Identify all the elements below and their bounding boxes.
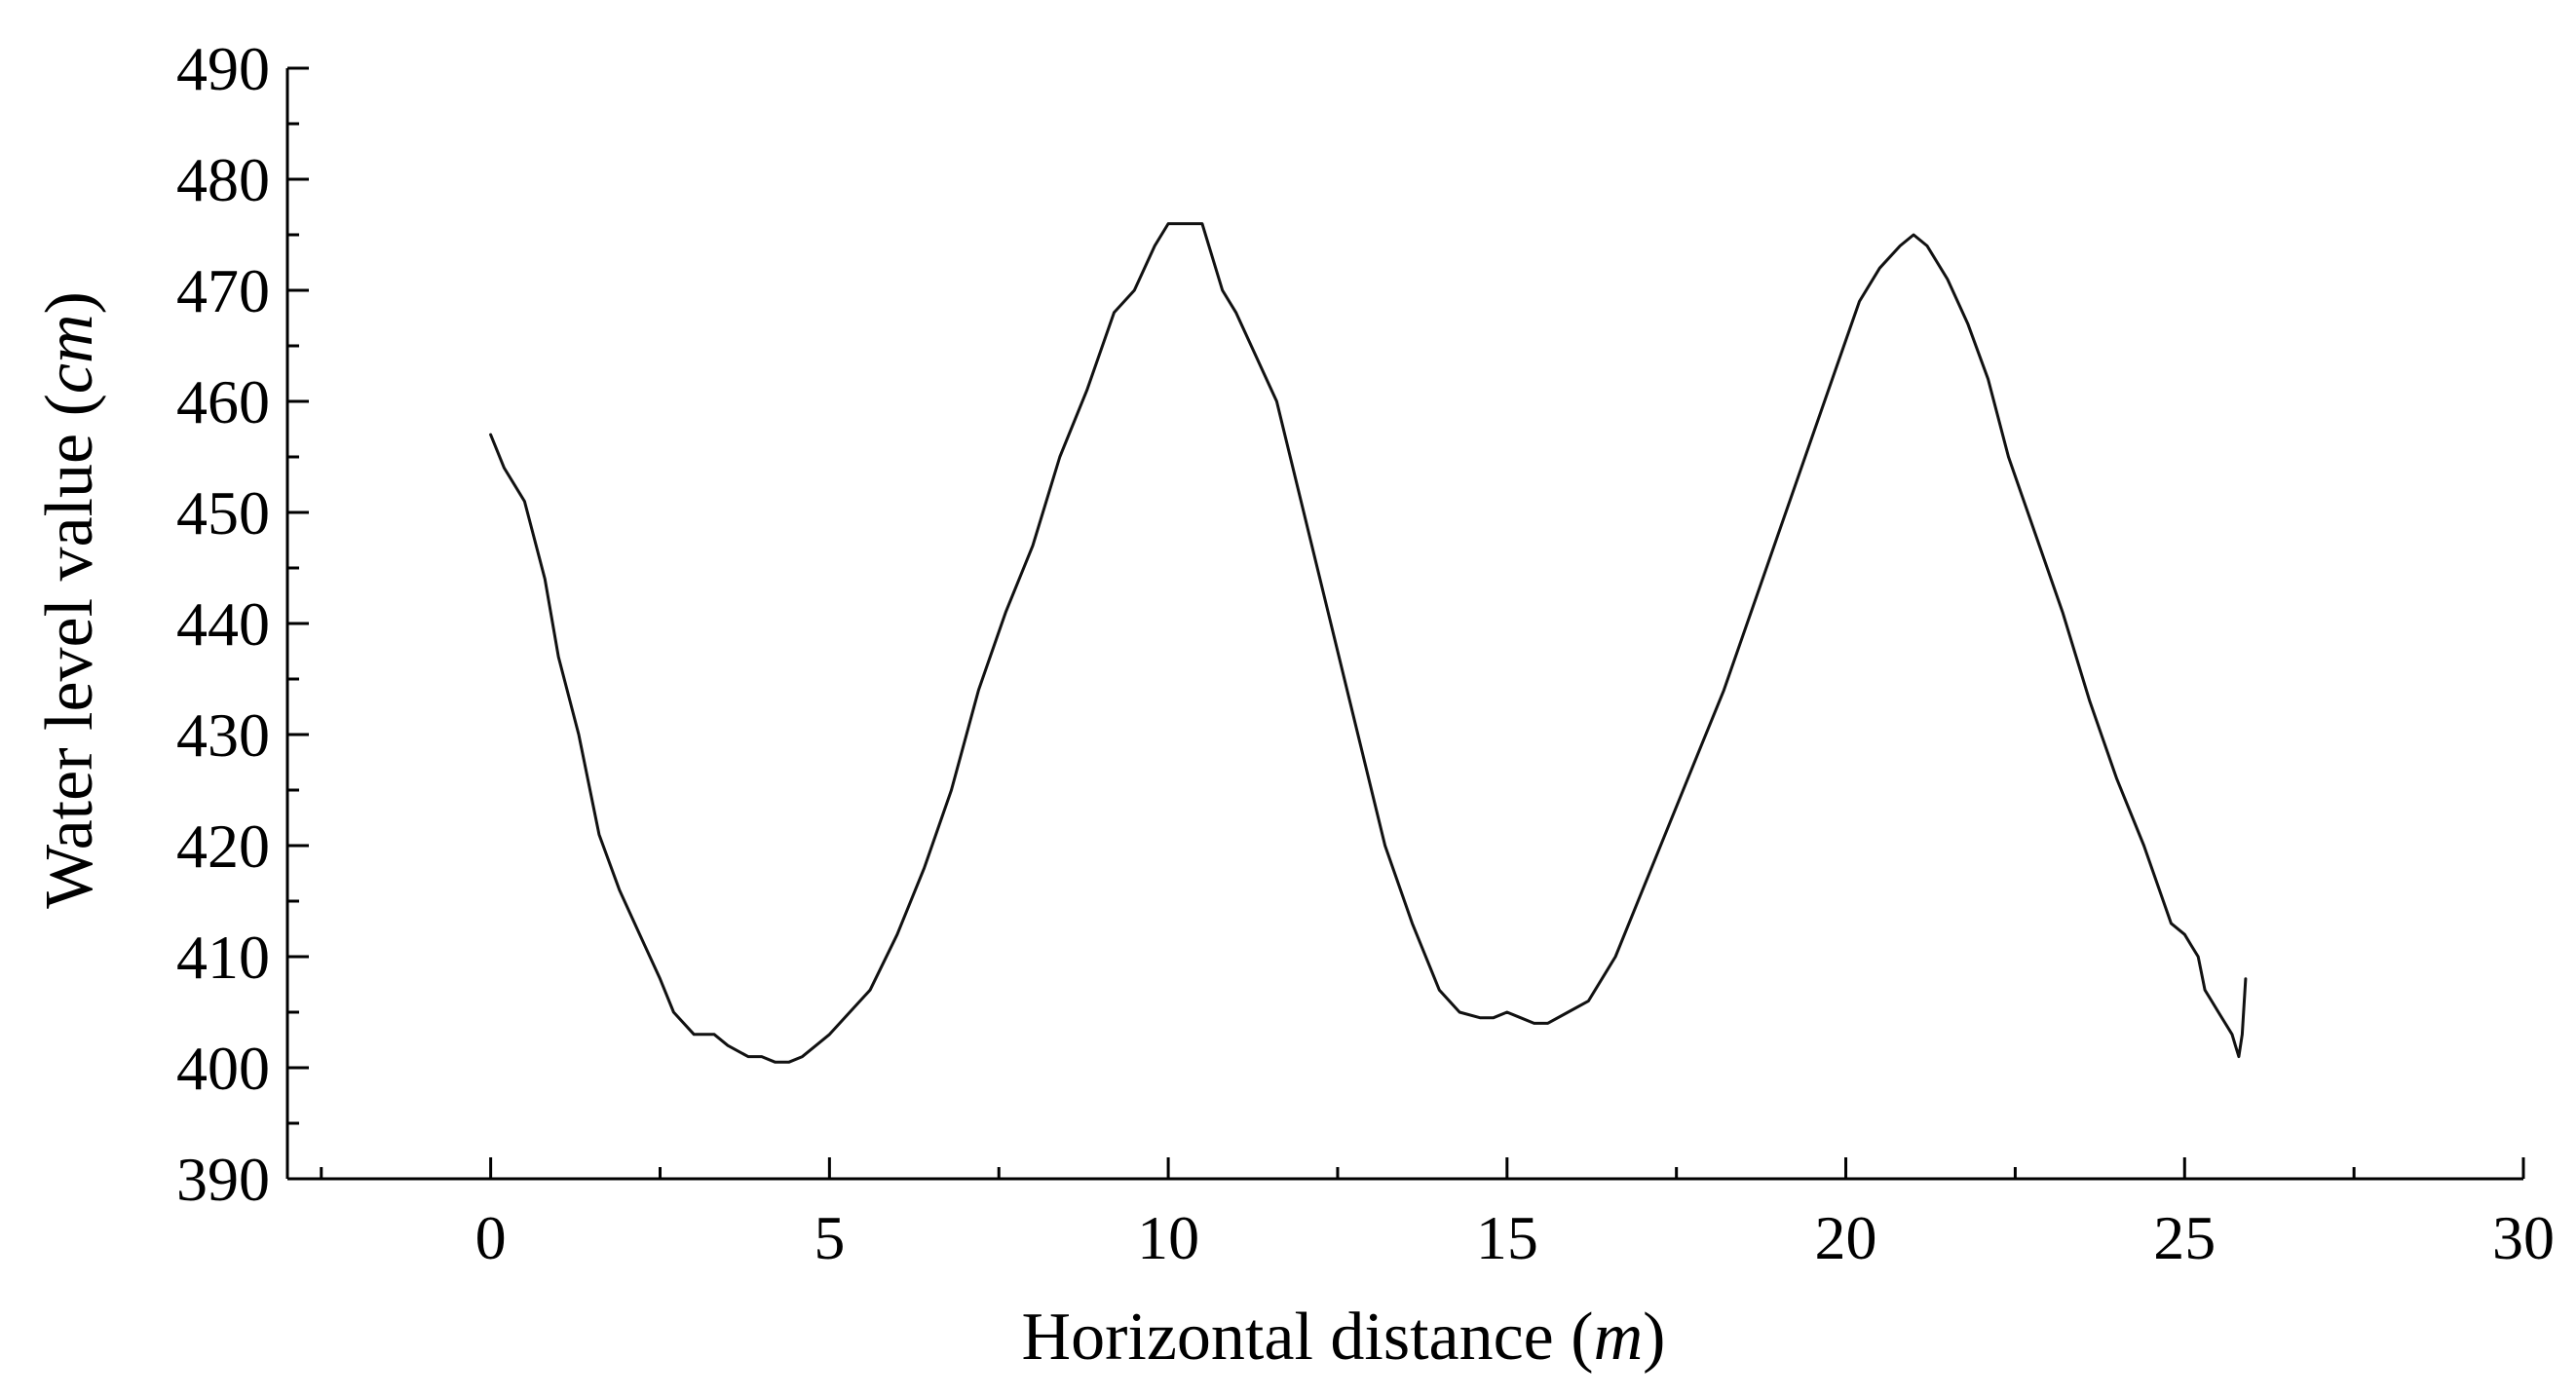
y-axis-title-unit: cm xyxy=(32,314,107,394)
plot-area xyxy=(489,222,2248,1064)
y-axis-title-suffix: ) xyxy=(32,291,107,314)
y-tick-label: 480 xyxy=(176,145,270,214)
x-axis-title-unit: m xyxy=(1594,1300,1644,1375)
y-tick-label: 450 xyxy=(176,478,270,547)
x-tick-label: 30 xyxy=(2492,1203,2555,1272)
y-tick-label: 420 xyxy=(176,812,270,881)
y-tick-label: 410 xyxy=(176,923,270,992)
y-tick-label: 430 xyxy=(176,700,270,770)
x-axis-title: Horizontal distance (m) xyxy=(1022,1300,1666,1375)
x-tick-label: 25 xyxy=(2153,1203,2216,1272)
axes xyxy=(285,68,2523,1181)
y-tick-label: 470 xyxy=(176,256,270,325)
y-axis-title: Water level value (cm) xyxy=(32,291,107,909)
x-tick-label: 20 xyxy=(1815,1203,1877,1272)
y-tick-label: 400 xyxy=(176,1034,270,1103)
x-tick-label: 0 xyxy=(475,1203,507,1272)
y-axis-title-prefix: Water level value ( xyxy=(32,394,107,909)
series-line xyxy=(489,222,2248,1064)
y-ticks: 390 400 410 420 430 440 450 460 470 480 490 xyxy=(176,34,309,1214)
x-axis-title-suffix: ) xyxy=(1643,1300,1665,1375)
y-tick-label: 390 xyxy=(176,1145,270,1214)
x-tick-label: 10 xyxy=(1137,1203,1199,1272)
y-tick-label: 440 xyxy=(176,589,270,659)
y-tick-label: 490 xyxy=(176,34,270,103)
y-tick-label: 460 xyxy=(176,367,270,436)
x-axis-title-prefix: Horizontal distance ( xyxy=(1022,1300,1594,1375)
x-ticks: 0 5 10 15 20 25 30 xyxy=(320,1157,2555,1272)
x-tick-label: 15 xyxy=(1476,1203,1538,1272)
x-tick-label: 5 xyxy=(814,1203,845,1272)
